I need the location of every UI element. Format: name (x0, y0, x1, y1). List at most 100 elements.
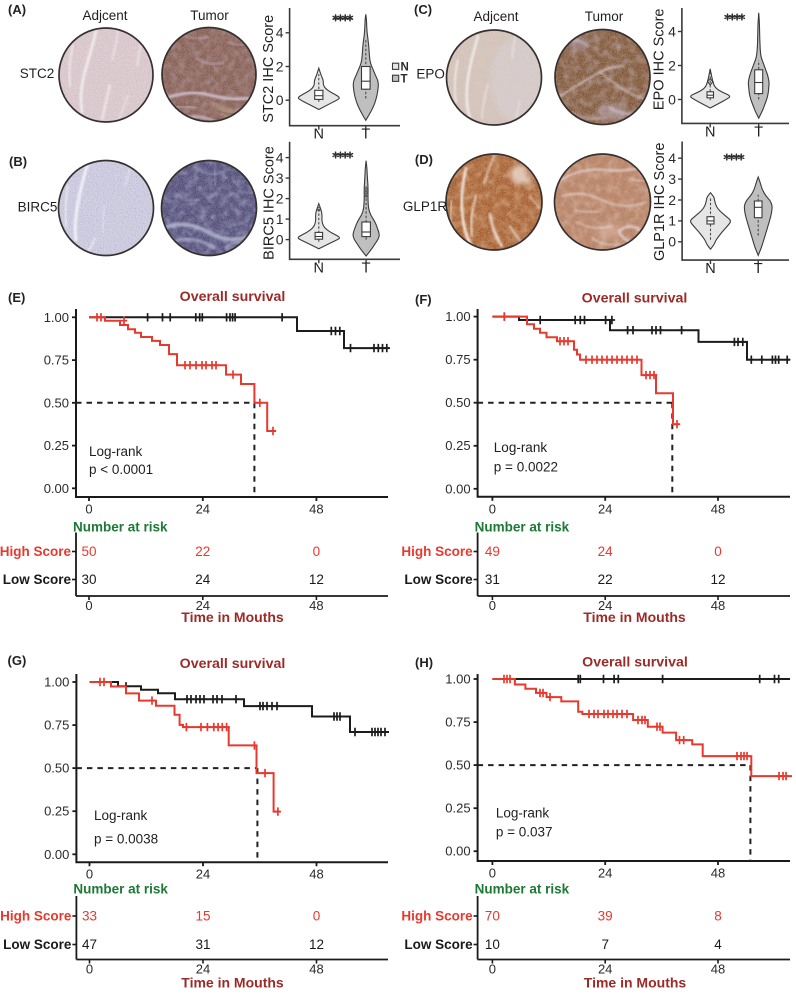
svg-text:N: N (401, 62, 409, 74)
svg-text:Low Score: Low Score (3, 937, 72, 952)
svg-text:0.50: 0.50 (445, 758, 470, 773)
svg-text:(A): (A) (8, 2, 26, 17)
svg-text:0: 0 (313, 544, 321, 559)
svg-text:2: 2 (668, 192, 676, 208)
svg-text:39: 39 (598, 909, 613, 924)
svg-text:0: 0 (668, 91, 676, 107)
svg-text:0.50: 0.50 (445, 395, 470, 410)
svg-text:High Score: High Score (0, 544, 71, 559)
svg-text:0: 0 (489, 866, 496, 881)
svg-text:4: 4 (668, 150, 676, 166)
svg-text:Overall survival: Overall survival (180, 289, 286, 305)
svg-text:Tumor: Tumor (190, 8, 229, 23)
svg-text:Tumor: Tumor (585, 9, 624, 24)
svg-text:24: 24 (598, 544, 614, 559)
svg-text:24: 24 (196, 598, 210, 613)
svg-text:p = 0.0038: p = 0.0038 (94, 832, 158, 847)
svg-text:24: 24 (598, 501, 612, 516)
svg-text:Time in Mouths: Time in Mouths (181, 609, 284, 625)
svg-text:48: 48 (711, 962, 725, 977)
svg-text:4: 4 (276, 25, 284, 41)
svg-text:70: 70 (485, 909, 500, 924)
svg-text:Low Score: Low Score (3, 572, 72, 587)
svg-text:N: N (705, 261, 715, 277)
svg-text:1.00: 1.00 (44, 675, 69, 690)
svg-text:48: 48 (711, 866, 725, 881)
svg-text:0: 0 (85, 502, 92, 517)
svg-text:48: 48 (711, 598, 725, 613)
svg-text:47: 47 (82, 937, 97, 952)
svg-text:GLP1R: GLP1R (403, 199, 448, 214)
svg-text:Time in Mouths: Time in Mouths (181, 975, 284, 991)
svg-text:p = 0.037: p = 0.037 (496, 825, 553, 840)
svg-text:12: 12 (309, 572, 324, 587)
svg-text:0.00: 0.00 (445, 481, 470, 496)
svg-text:24: 24 (195, 572, 211, 587)
svg-text:T: T (401, 74, 408, 86)
svg-text:BIRC5 IHC Score: BIRC5 IHC Score (262, 146, 278, 260)
svg-text:BIRC5: BIRC5 (18, 200, 58, 215)
svg-text:3: 3 (668, 171, 676, 187)
svg-text:Number at risk: Number at risk (73, 882, 168, 897)
svg-text:0: 0 (489, 962, 496, 977)
svg-text:Overall survival: Overall survival (582, 291, 688, 307)
svg-text:24: 24 (598, 962, 612, 977)
svg-text:12: 12 (710, 572, 725, 587)
svg-text:2: 2 (276, 58, 284, 74)
svg-text:24: 24 (196, 962, 210, 977)
svg-text:0: 0 (313, 909, 321, 924)
svg-text:Low Score: Low Score (404, 572, 473, 587)
svg-text:(F): (F) (415, 292, 432, 307)
svg-text:1.00: 1.00 (44, 310, 69, 325)
svg-text:N: N (314, 260, 324, 276)
svg-text:(H): (H) (415, 655, 433, 670)
svg-text:(G): (G) (8, 653, 27, 668)
svg-text:Number at risk: Number at risk (475, 520, 570, 535)
svg-text:N: N (705, 124, 715, 140)
svg-text:0: 0 (489, 501, 496, 516)
svg-text:High Score: High Score (401, 544, 473, 559)
svg-text:49: 49 (485, 544, 500, 559)
svg-text:High Score: High Score (401, 909, 473, 924)
svg-text:0: 0 (276, 231, 284, 247)
svg-text:24: 24 (598, 598, 612, 613)
svg-text:2: 2 (668, 57, 676, 73)
svg-text:Time in Mouths: Time in Mouths (583, 609, 686, 625)
svg-text:4: 4 (668, 23, 676, 39)
svg-text:0.75: 0.75 (445, 352, 470, 367)
svg-text:48: 48 (309, 867, 323, 882)
svg-text:0: 0 (85, 598, 92, 613)
svg-text:48: 48 (309, 502, 323, 517)
svg-text:48: 48 (309, 962, 323, 977)
svg-text:1.00: 1.00 (445, 309, 470, 324)
svg-text:2: 2 (276, 190, 284, 206)
svg-text:EPO: EPO (416, 67, 445, 82)
svg-text:T: T (361, 127, 370, 143)
svg-text:Log-rank: Log-rank (94, 808, 148, 823)
svg-text:31: 31 (485, 572, 500, 587)
svg-text:10: 10 (485, 937, 500, 952)
svg-text:24: 24 (196, 867, 210, 882)
svg-text:4: 4 (714, 937, 722, 952)
svg-text:STC2: STC2 (20, 66, 55, 81)
svg-text:High Score: High Score (0, 909, 72, 924)
svg-text:0.50: 0.50 (44, 761, 69, 776)
svg-text:7: 7 (601, 937, 609, 952)
svg-text:Number at risk: Number at risk (73, 520, 168, 535)
svg-text:3: 3 (276, 170, 284, 186)
svg-text:24: 24 (598, 866, 612, 881)
svg-text:0: 0 (714, 544, 722, 559)
svg-text:0.00: 0.00 (44, 847, 69, 862)
svg-text:Adjcent: Adjcent (82, 8, 127, 23)
svg-text:0: 0 (489, 598, 496, 613)
svg-text:p < 0.0001: p < 0.0001 (89, 462, 153, 477)
svg-text:33: 33 (82, 909, 97, 924)
svg-text:0.50: 0.50 (44, 395, 69, 410)
svg-text:24: 24 (196, 502, 210, 517)
svg-text:Adjcent: Adjcent (473, 9, 518, 24)
svg-text:(B): (B) (9, 154, 27, 169)
svg-text:22: 22 (195, 544, 210, 559)
svg-text:T: T (754, 261, 763, 277)
svg-text:31: 31 (195, 937, 210, 952)
svg-text:Number at risk: Number at risk (475, 882, 570, 897)
